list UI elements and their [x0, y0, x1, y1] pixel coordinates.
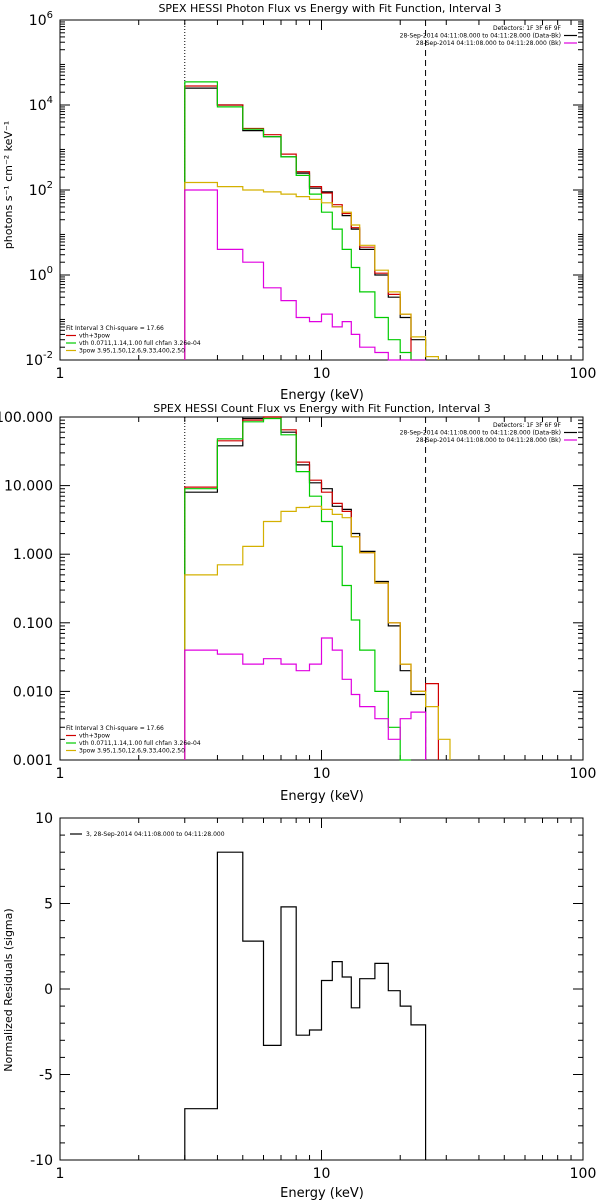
x-axis-label: Energy (keV) — [280, 789, 364, 804]
y-tick-label: 100.000 — [0, 410, 53, 426]
y-tick-label: 100 — [29, 265, 53, 284]
residuals-panel: Normalized Residuals (sigma) Energy (keV… — [2, 811, 596, 1200]
legend-left-text: 3pow 3.95,1.50,12.6,9.33,400,2.50 — [79, 748, 185, 755]
series-histogram-0 — [184, 851, 427, 1160]
legend-left-text: vth 0.0711,1.14,1.00 full chfan 3.26e-04 — [79, 740, 201, 747]
y-tick-label: 0.001 — [13, 753, 53, 769]
x-tick-label: 1 — [56, 366, 65, 382]
legend-left-text: vth 0.0711,1.14,1.00 full chfan 3.26e-04 — [79, 340, 201, 347]
y-tick-label: 10-2 — [25, 350, 53, 369]
legend-right-text: 28-Sep-2014 04:11:08.000 to 04:11:28.000… — [400, 430, 561, 437]
legend-left-text: vth+3pow — [79, 733, 110, 740]
y-axis-label: photons s⁻¹ cm⁻² keV⁻¹ — [2, 121, 15, 249]
series-histogram-3 — [184, 181, 439, 360]
legend-left-text: vth+3pow — [79, 333, 110, 340]
y-tick-label: 10.000 — [4, 479, 53, 495]
y-tick-label: -10 — [30, 1153, 53, 1169]
plot-frame — [59, 416, 584, 761]
x-tick-label: 100 — [570, 1166, 597, 1182]
x-tick-label: 10 — [313, 1166, 331, 1182]
y-tick-label: 10 — [35, 811, 53, 827]
x-tick-label: 10 — [313, 766, 331, 782]
series-histogram-1 — [184, 416, 439, 760]
y-axis-label: Normalized Residuals (sigma) — [2, 908, 15, 1071]
y-tick-label: 0.010 — [13, 684, 53, 700]
y-tick-label: -5 — [39, 1068, 53, 1084]
y-tick-label: 5 — [44, 897, 53, 913]
legend-right-text: 28-Sep-2014 04:11:08.000 to 04:11:28.000… — [400, 33, 561, 40]
series-histogram-1 — [184, 85, 412, 360]
x-tick-label: 100 — [570, 766, 597, 782]
photon-flux-panel: SPEX HESSI Photon Flux vs Energy with Fi… — [2, 2, 596, 403]
legend-left-text: Fit Interval 3 Chi-square = 17.66 — [66, 325, 164, 332]
legend-right-text: Detectors: 1F 3F 6F 9F — [493, 422, 562, 429]
count-flux-panel: SPEX HESSI Count Flux vs Energy with Fit… — [0, 402, 596, 804]
y-tick-label: 102 — [29, 180, 53, 199]
x-axis-label: Energy (keV) — [280, 388, 364, 403]
series-histogram-4 — [184, 189, 426, 361]
y-tick-label: 0 — [44, 982, 53, 998]
series-histogram-0 — [184, 87, 427, 360]
legend-right-text: 28-Sep-2014 04:11:08.000 to 04:11:28.000… — [416, 40, 561, 47]
x-axis-label: Energy (keV) — [280, 1186, 364, 1200]
chart-title: SPEX HESSI Photon Flux vs Energy with Fi… — [158, 2, 501, 15]
y-tick-label: 1.000 — [13, 547, 53, 563]
series-histogram-4 — [184, 637, 427, 760]
series-histogram-3 — [184, 505, 451, 760]
x-tick-label: 10 — [313, 366, 331, 382]
y-tick-label: 104 — [29, 95, 53, 114]
legend-right-text: 28-Sep-2014 04:11:08.000 to 04:11:28.000… — [416, 437, 561, 444]
chart-title: SPEX HESSI Count Flux vs Energy with Fit… — [153, 402, 490, 415]
legend-left-text: 3pow 3.95,1.50,12.6,9.33,400,2.50 — [79, 348, 185, 355]
legend-left-text: Fit Interval 3 Chi-square = 17.66 — [66, 725, 164, 732]
legend-right-text: Detectors: 1F 3F 6F 9F — [493, 25, 562, 32]
series-histogram-2 — [184, 417, 411, 761]
series-histogram-2 — [184, 81, 426, 361]
legend-text: 3, 28-Sep-2014 04:11:08.000 to 04:11:28.… — [86, 831, 225, 838]
series-histogram-0 — [184, 416, 427, 760]
x-tick-label: 1 — [56, 766, 65, 782]
x-tick-label: 1 — [56, 1166, 65, 1182]
x-tick-label: 100 — [570, 366, 597, 382]
y-tick-label: 106 — [29, 10, 53, 29]
y-tick-label: 0.100 — [13, 616, 53, 632]
